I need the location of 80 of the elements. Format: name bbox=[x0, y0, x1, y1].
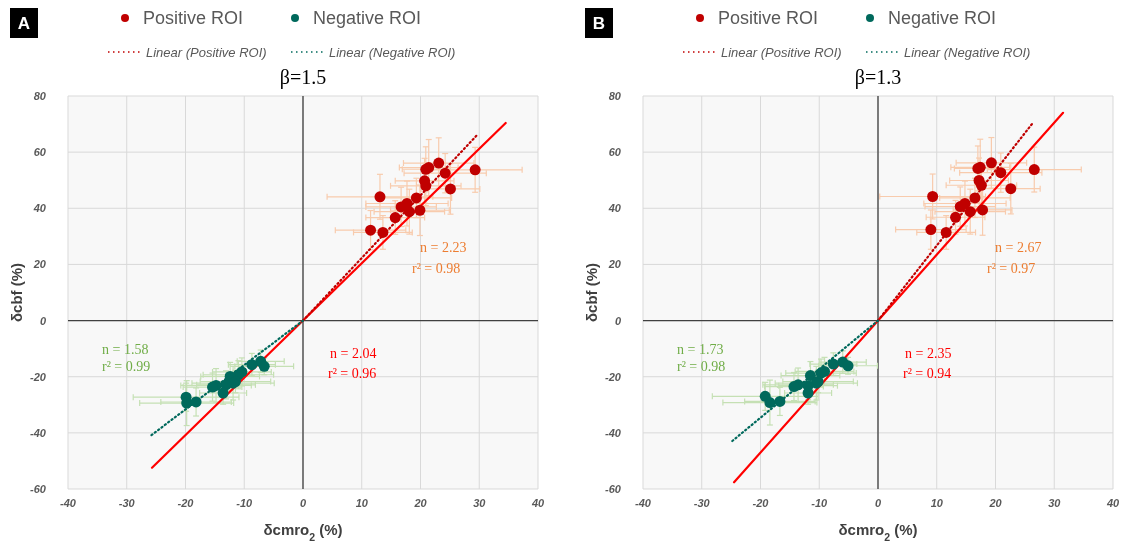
x-tick-label: 20 bbox=[988, 497, 1003, 509]
legend-label: Linear (Positive ROI) bbox=[146, 45, 267, 60]
x-tick-label: -20 bbox=[752, 497, 770, 509]
point bbox=[190, 396, 202, 408]
y-tick-label: -40 bbox=[30, 426, 47, 439]
x-tick-label: 40 bbox=[1105, 497, 1120, 509]
x-axis-title: δcmro$_{2}$ (%) bbox=[263, 521, 343, 543]
y-tick-label: 60 bbox=[33, 146, 47, 159]
annotation: n = 1.73 bbox=[677, 342, 724, 357]
legend-label: Linear (Negative ROI) bbox=[904, 45, 1031, 60]
text: A bbox=[17, 14, 31, 33]
y-tick-label: -40 bbox=[605, 426, 622, 439]
x-tick-label: -10 bbox=[236, 497, 254, 509]
annotation: n = 2.67 bbox=[995, 240, 1042, 255]
legend-label: Negative ROI bbox=[888, 8, 997, 28]
y-tick-label: -60 bbox=[30, 483, 47, 495]
chart-title: β=1.5 bbox=[279, 66, 327, 89]
y-tick-label: 40 bbox=[607, 202, 622, 215]
x-tick-label: 20 bbox=[413, 497, 428, 509]
legend-label: Positive ROI bbox=[718, 8, 819, 28]
x-tick-label: 10 bbox=[355, 497, 369, 509]
legend-label: Linear (Positive ROI) bbox=[721, 45, 842, 60]
y-tick-label: -20 bbox=[605, 370, 622, 383]
x-tick-label: -30 bbox=[693, 497, 711, 509]
point bbox=[433, 157, 445, 169]
x-tick-label: 30 bbox=[473, 497, 487, 509]
annotation: r² = 0.98 bbox=[412, 261, 461, 276]
legend-label: Positive ROI bbox=[143, 8, 244, 28]
point bbox=[774, 395, 786, 407]
x-tick-label: 10 bbox=[930, 497, 944, 509]
y-tick-label: -60 bbox=[605, 483, 622, 495]
annotation: r² = 0.94 bbox=[903, 366, 952, 381]
x-axis-title: δcmro$_{2}$ (%) bbox=[838, 521, 918, 543]
point bbox=[389, 212, 401, 224]
point bbox=[246, 359, 258, 371]
x-tick-label: 40 bbox=[530, 497, 545, 509]
point bbox=[985, 157, 997, 169]
point bbox=[374, 191, 386, 203]
legend-label: Negative ROI bbox=[313, 8, 422, 28]
annotation: n = 2.04 bbox=[330, 346, 377, 361]
chart-title: β=1.3 bbox=[854, 66, 902, 89]
point bbox=[365, 224, 377, 236]
y-tick-label: 20 bbox=[32, 258, 47, 271]
x-tick-label: -30 bbox=[118, 497, 136, 509]
x-tick-label: -40 bbox=[635, 497, 652, 509]
y-tick-label: 80 bbox=[608, 90, 622, 102]
x-tick-label: 0 bbox=[299, 497, 307, 509]
x-tick-label: -20 bbox=[177, 497, 195, 509]
text: B bbox=[592, 14, 606, 33]
point bbox=[804, 370, 816, 382]
x-tick-label: 30 bbox=[1048, 497, 1062, 509]
annotation: n = 2.23 bbox=[420, 240, 467, 255]
legend-label: Linear (Negative ROI) bbox=[329, 45, 456, 60]
point bbox=[410, 192, 422, 204]
annotation: r² = 0.98 bbox=[677, 359, 726, 374]
annotation: r² = 0.99 bbox=[102, 359, 151, 374]
point bbox=[788, 381, 800, 393]
x-tick-label: -40 bbox=[60, 497, 77, 509]
y-tick-label: 60 bbox=[608, 146, 622, 159]
point bbox=[925, 224, 937, 236]
y-tick-label: 0 bbox=[39, 314, 47, 327]
point bbox=[827, 358, 839, 370]
annotation: n = 2.35 bbox=[905, 346, 952, 361]
point bbox=[469, 164, 481, 176]
y-tick-label: 0 bbox=[614, 314, 622, 327]
y-tick-label: 40 bbox=[32, 202, 47, 215]
y-tick-label: 80 bbox=[33, 90, 47, 102]
x-tick-label: 0 bbox=[874, 497, 882, 509]
annotation: r² = 0.97 bbox=[987, 261, 1036, 276]
y-axis-title: δcbf (%) bbox=[8, 262, 25, 323]
point bbox=[950, 211, 962, 223]
point bbox=[403, 206, 415, 218]
annotation: n = 1.58 bbox=[102, 342, 149, 357]
y-tick-label: 20 bbox=[607, 258, 622, 271]
annotation: r² = 0.96 bbox=[328, 366, 377, 381]
y-axis-title: δcbf (%) bbox=[583, 262, 600, 323]
point bbox=[940, 226, 952, 238]
point bbox=[377, 226, 389, 238]
x-tick-label: -10 bbox=[811, 497, 829, 509]
y-tick-label: -20 bbox=[30, 370, 47, 383]
